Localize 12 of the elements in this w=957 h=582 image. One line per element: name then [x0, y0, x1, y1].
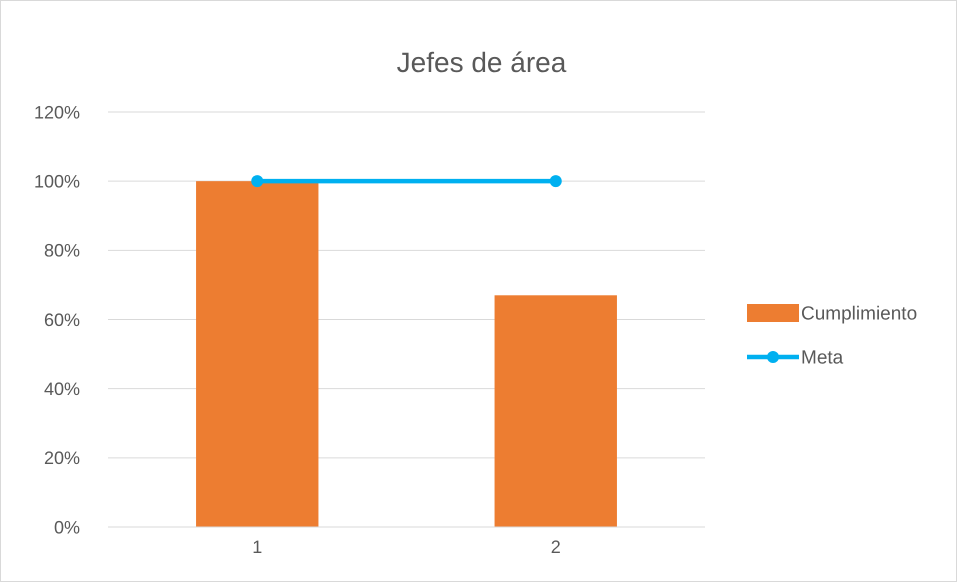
legend-label: Cumplimiento: [801, 304, 918, 325]
legend-label: Meta: [801, 348, 844, 369]
y-tick-label: 80%: [44, 240, 80, 261]
y-tick-label: 60%: [44, 310, 80, 330]
chart-title: Jefes de área: [396, 47, 567, 78]
y-tick-label: 40%: [44, 378, 80, 399]
y-tick-label: 120%: [34, 102, 80, 122]
x-tick-label: 2: [550, 537, 561, 557]
y-tick-label: 100%: [34, 171, 80, 192]
y-tick-label: 20%: [44, 448, 80, 468]
x-tick-label: 1: [252, 537, 262, 557]
y-tick-label: 0%: [54, 517, 80, 538]
